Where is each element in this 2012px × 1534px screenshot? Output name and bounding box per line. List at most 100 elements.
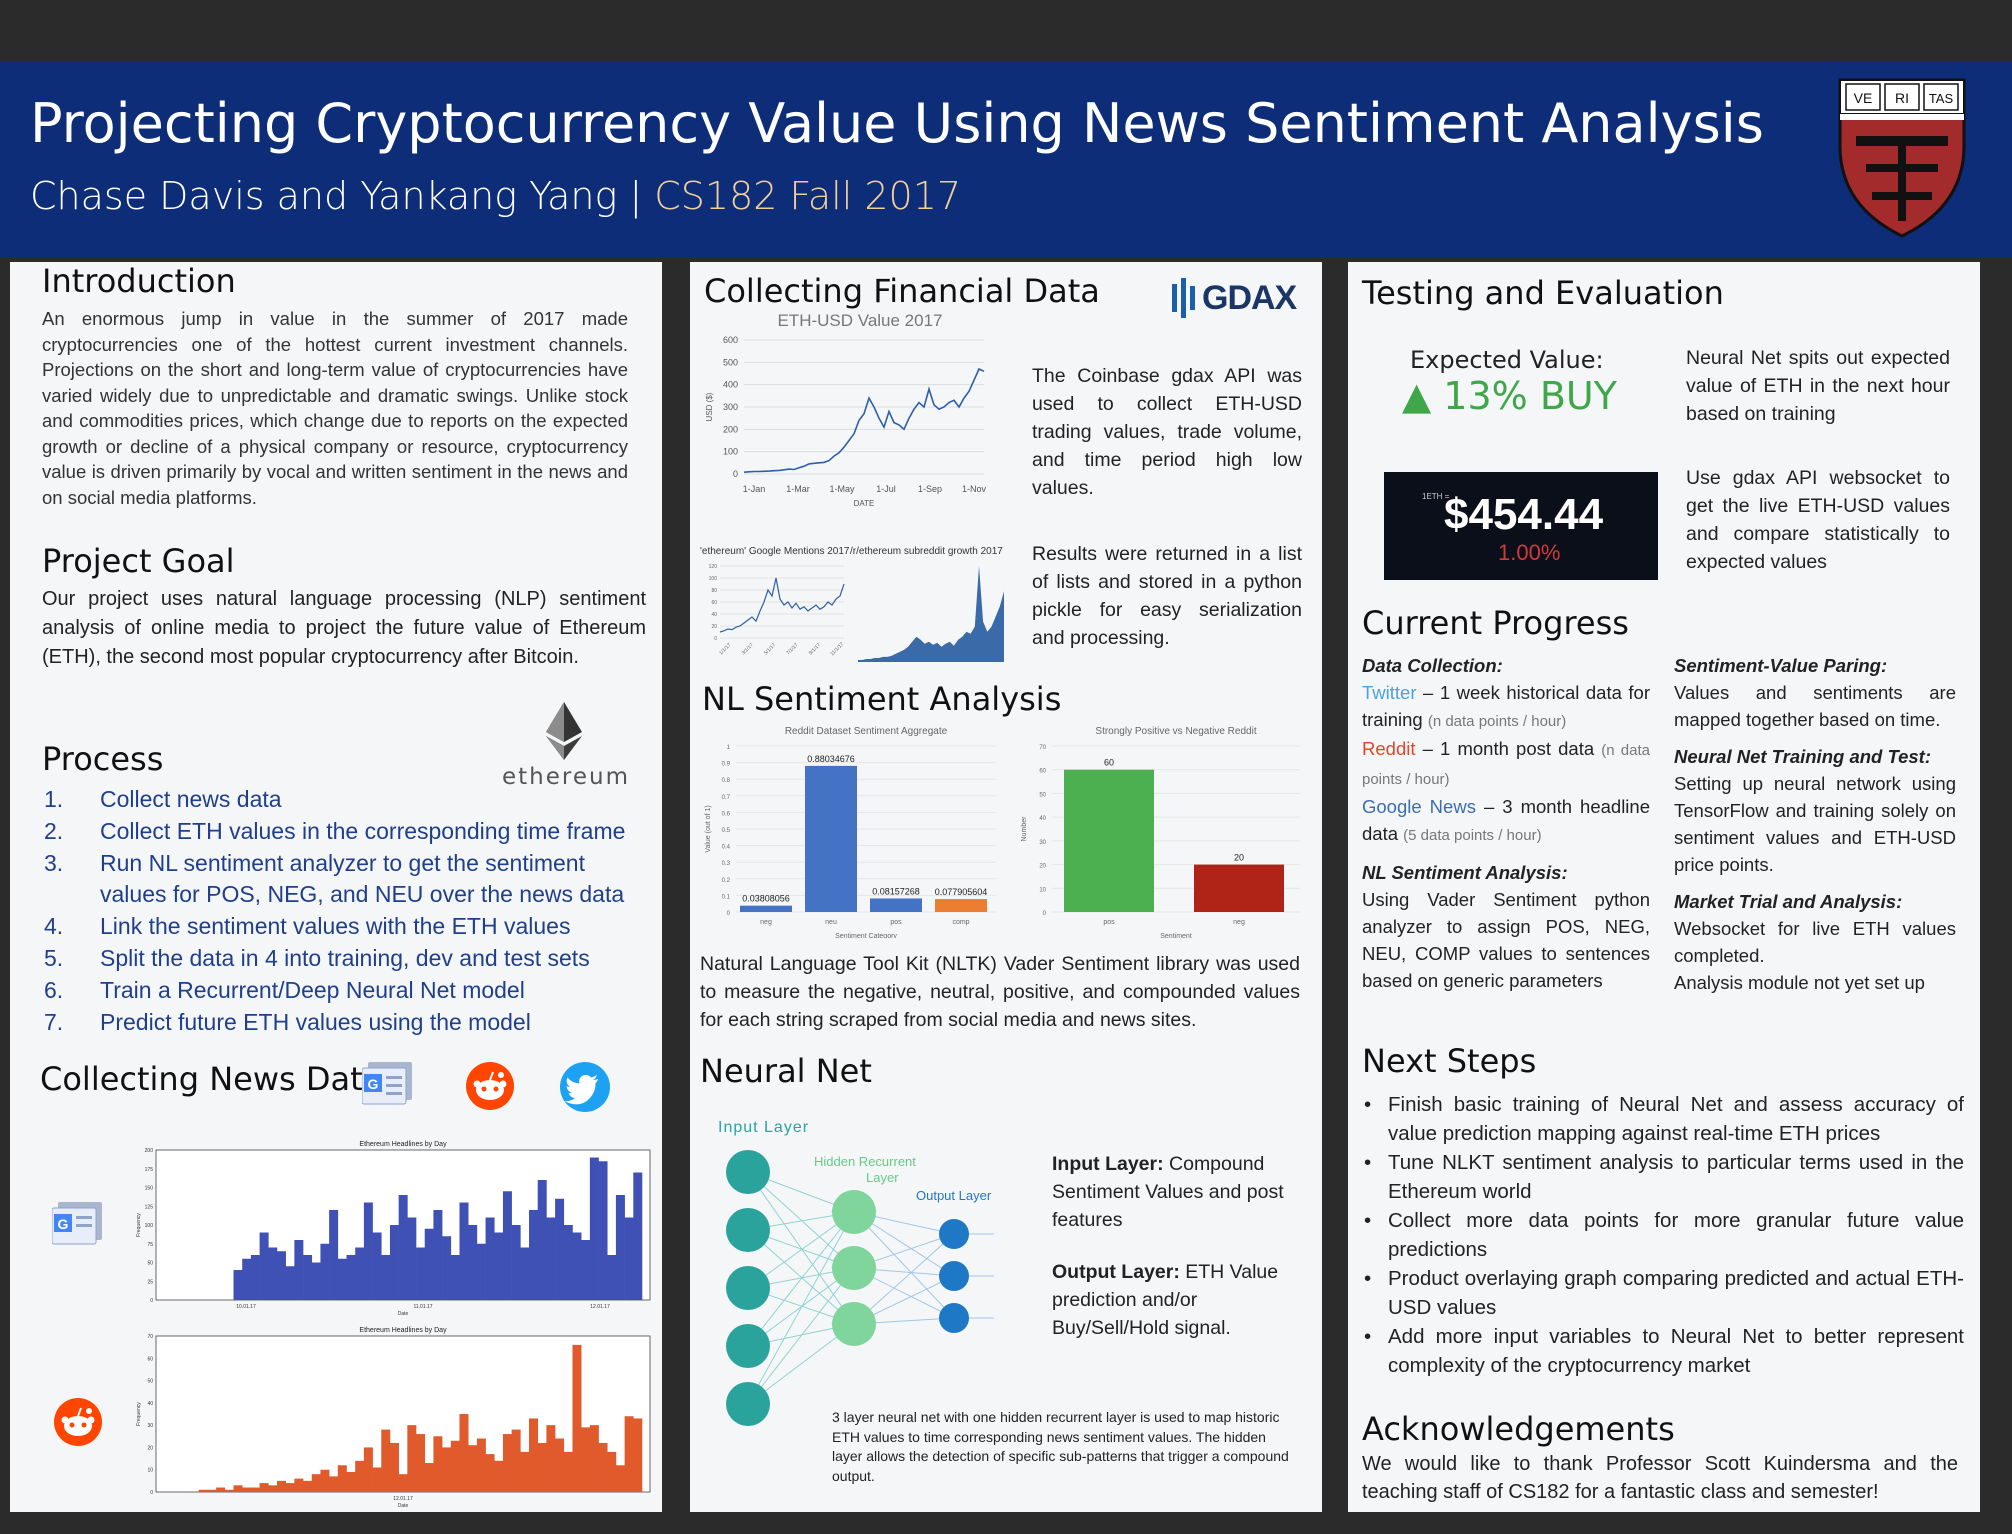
process-step-number: 7.: [44, 1008, 64, 1035]
process-step: 2. Collect ETH values in the correspondin…: [44, 816, 654, 848]
histogram-bar: [468, 1225, 478, 1300]
y-tick-label: 0.6: [722, 811, 731, 817]
y-tick-label: 70: [1039, 745, 1046, 751]
ticker-label: 1ETH =: [1422, 492, 1450, 501]
histogram-bar: [563, 1451, 573, 1492]
histogram-bar: [276, 1480, 286, 1492]
histogram-bar: [581, 1240, 591, 1300]
ack-text: We would like to thank Professor Scott K…: [1362, 1453, 1958, 1503]
market-text-2: Analysis module not yet set up: [1674, 972, 1925, 993]
process-step-text: Collect news data: [100, 786, 282, 812]
histogram-bar: [555, 1198, 565, 1300]
bar: [935, 899, 987, 912]
histogram-bar: [615, 1465, 625, 1492]
right-column: Testing and Evaluation Expected Value: ▲…: [1348, 262, 1980, 1512]
histogram-bar: [633, 1172, 643, 1300]
process-step: 5. Split the data in 4 into training, dev…: [44, 943, 654, 975]
histogram-bar: [615, 1195, 625, 1300]
y-tick-label: 100: [709, 576, 718, 582]
data-label: 60: [1104, 758, 1114, 768]
histogram-bar: [546, 1425, 556, 1492]
x-tick-label: 1/1/17: [718, 642, 732, 656]
input-layer-label: Input Layer: [718, 1119, 809, 1136]
x-tick-label: 1-Jan: [743, 484, 766, 494]
histogram-bar: [398, 1195, 408, 1300]
y-axis-label: Value (out of 1): [705, 805, 712, 852]
y-tick-label: 125: [145, 1204, 154, 1210]
histogram-bar: [598, 1442, 608, 1492]
google-news-icon: G: [362, 1062, 412, 1105]
mentions-line: [719, 577, 845, 633]
x-tick-label: pos: [1103, 919, 1115, 926]
bar: [805, 765, 857, 912]
nn-input-node: [726, 1150, 770, 1194]
histogram-bar: [250, 1487, 260, 1492]
x-tick-label: 12.01.17: [590, 1304, 610, 1310]
output-layer-desc-text: ETH Value prediction and/or Buy/Sell/Hol…: [1052, 1261, 1279, 1339]
pairing-block: Sentiment-Value Paring: Values and senti…: [1674, 652, 1956, 996]
data-collection-title: Data Collection:: [1362, 655, 1503, 676]
histogram-bar: [546, 1217, 556, 1300]
x-tick-label: 5/1/17: [763, 642, 777, 656]
pairing-title: Sentiment-Value Paring:: [1674, 655, 1888, 676]
nl-progress-title: NL Sentiment Analysis:: [1362, 862, 1568, 883]
histogram-bar: [424, 1463, 434, 1492]
y-tick-label: 400: [723, 380, 738, 390]
input-layer-desc-text: Compound Sentiment Values and post featu…: [1052, 1153, 1284, 1231]
ticker-change: 1.00%: [1498, 540, 1561, 565]
histogram-bar: [337, 1258, 347, 1300]
nn-connection: [747, 1171, 855, 1269]
histogram-bar: [433, 1210, 443, 1300]
x-tick-label: 11.01.17: [413, 1304, 432, 1310]
reddit-icon: [54, 1398, 102, 1446]
histogram-bar: [207, 1489, 217, 1492]
y-tick-label: 80: [711, 588, 717, 594]
x-axis-label: Date: [398, 1311, 409, 1317]
next-steps-list: Finish basic training of Neural Net and …: [1364, 1090, 1964, 1380]
nl-progress-text: Using Vader Sentiment python analyzer to…: [1362, 889, 1650, 991]
authors: Chase Davis and Yankang Yang |: [30, 174, 655, 218]
y-tick-label: 500: [723, 357, 738, 367]
process-step-number: 1.: [44, 786, 64, 812]
histogram-bar: [416, 1247, 426, 1300]
histogram-bar: [424, 1228, 434, 1300]
eth-price-line: [743, 367, 985, 473]
shield-letter-1: VE: [1854, 90, 1873, 106]
y-tick-label: 30: [1039, 840, 1046, 846]
top-bar: [0, 0, 2012, 62]
chart-title: Strongly Positive vs Negative Reddit: [1095, 726, 1256, 737]
neural-caption: 3 layer neural net with one hidden recur…: [832, 1409, 1289, 1484]
shield-letter-2: RI: [1895, 90, 1909, 106]
google-news-icon: G: [52, 1202, 102, 1245]
testing-text-1: Neural Net spits out expected value of E…: [1686, 347, 1950, 425]
y-tick-label: 60: [1039, 769, 1046, 775]
output-layer-desc: Output Layer: ETH Value prediction and/o…: [1052, 1258, 1302, 1342]
histogram-bar: [589, 1425, 599, 1492]
histogram-bar: [407, 1217, 417, 1300]
twitter-icon: [560, 1062, 610, 1112]
y-tick-label: 30: [147, 1423, 153, 1429]
histogram-bar: [450, 1440, 460, 1492]
histogram-bar: [442, 1447, 452, 1492]
histogram-bar: [355, 1460, 365, 1492]
chart-title: Ethereum Headlines by Day: [359, 1327, 447, 1334]
next-step-item: Add more input variables to Neural Net t…: [1364, 1322, 1964, 1380]
histogram-bar: [285, 1266, 295, 1300]
histogram-bar: [233, 1270, 243, 1300]
harvard-shield-icon: VE RI TAS: [1838, 78, 1966, 238]
histogram-bar: [572, 1344, 582, 1492]
chart-title: /r/ethereum subreddit growth 2017: [850, 546, 1003, 557]
y-tick-label: 50: [147, 1261, 153, 1267]
histogram-bar: [363, 1447, 373, 1492]
ack-heading: Acknowledgements: [1362, 1410, 1675, 1448]
bar: [870, 898, 922, 912]
x-tick-label: 1-Mar: [786, 484, 810, 494]
x-tick-label: 1-Jul: [876, 484, 896, 494]
histogram-bar: [242, 1258, 252, 1300]
histogram-bar: [563, 1225, 573, 1300]
histogram-bar: [389, 1442, 399, 1492]
process-step-number: 4.: [44, 913, 64, 940]
x-tick-label: 1-Sep: [918, 484, 942, 494]
x-tick-label: 7/1/17: [785, 642, 799, 656]
svg-text:G: G: [368, 1076, 379, 1092]
